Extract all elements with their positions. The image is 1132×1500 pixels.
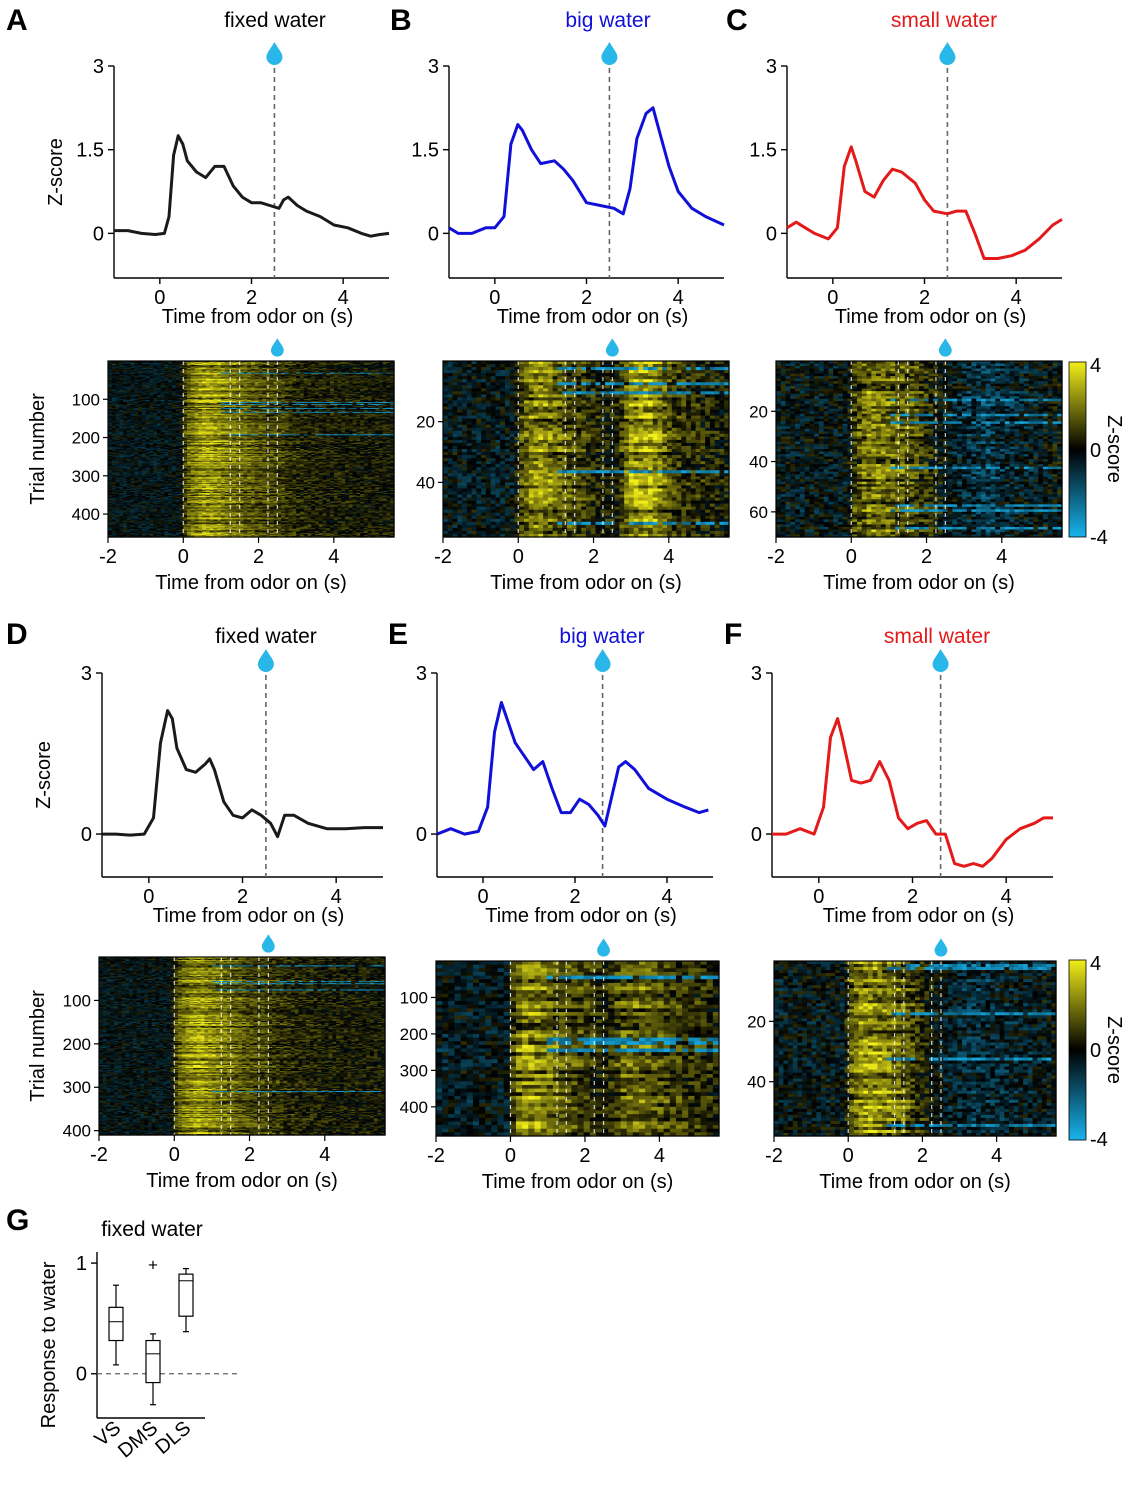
y-tick-label: 0 — [766, 223, 777, 245]
water-drop-icon — [939, 42, 955, 65]
y-tick-label: 0 — [751, 824, 762, 846]
water-drop-icon — [933, 649, 949, 672]
x-axis-label: Time from odor on (s) — [497, 306, 689, 328]
panel-title: big water — [565, 9, 650, 32]
x-axis-label: Time from odor on (s) — [823, 905, 1015, 927]
x-axis-label: Time from odor on (s) — [485, 905, 677, 927]
panel-label: B — [390, 4, 412, 37]
heatmap-cells — [108, 361, 395, 538]
water-drop-icon — [601, 42, 617, 65]
panel-title: fixed water — [224, 9, 326, 32]
panel-label: G — [6, 1204, 29, 1237]
x-axis-label: Time from odor on (s) — [162, 306, 354, 328]
y-tick-label: 3 — [428, 56, 439, 78]
y-tick-label: 3 — [93, 56, 104, 78]
panel-label: E — [388, 618, 408, 651]
panel-label: C — [726, 4, 748, 37]
panel-title: small water — [891, 9, 997, 32]
water-drop-icon — [595, 649, 611, 672]
y-axis-label: Z-score — [33, 741, 55, 809]
y-tick-label: 3 — [751, 663, 762, 685]
x-axis-label: Time from odor on (s) — [835, 306, 1027, 328]
y-tick-label: 0 — [428, 223, 439, 245]
series-line — [437, 703, 708, 835]
series-line — [787, 147, 1062, 259]
series-line — [772, 719, 1053, 867]
y-tick-label: 0 — [93, 223, 104, 245]
y-tick-label: 3 — [81, 663, 92, 685]
y-tick-label: 0 — [416, 824, 427, 846]
series-line — [114, 136, 389, 237]
y-axis-label: Z-score — [45, 138, 67, 206]
panel-title: big water — [559, 625, 644, 648]
panel-title: fixed water — [215, 625, 317, 648]
panel-label: A — [6, 4, 28, 37]
x-axis-label: Time from odor on (s) — [153, 905, 345, 927]
y-tick-label: 0 — [81, 824, 92, 846]
y-tick-label: 3 — [766, 56, 777, 78]
series-line — [102, 711, 383, 837]
y-tick-label: 1.5 — [411, 140, 439, 162]
figure: A B C D E F G fixed water big water smal… — [0, 0, 1132, 1500]
series-line — [449, 108, 724, 234]
panel-title: small water — [884, 625, 990, 648]
panel-label: D — [6, 618, 28, 651]
panel-label: F — [724, 618, 742, 651]
water-drop-icon — [266, 42, 282, 65]
y-tick-label: 1.5 — [76, 140, 104, 162]
y-tick-label: 3 — [416, 663, 427, 685]
water-drop-icon — [258, 649, 274, 672]
y-tick-label: 1.5 — [749, 140, 777, 162]
